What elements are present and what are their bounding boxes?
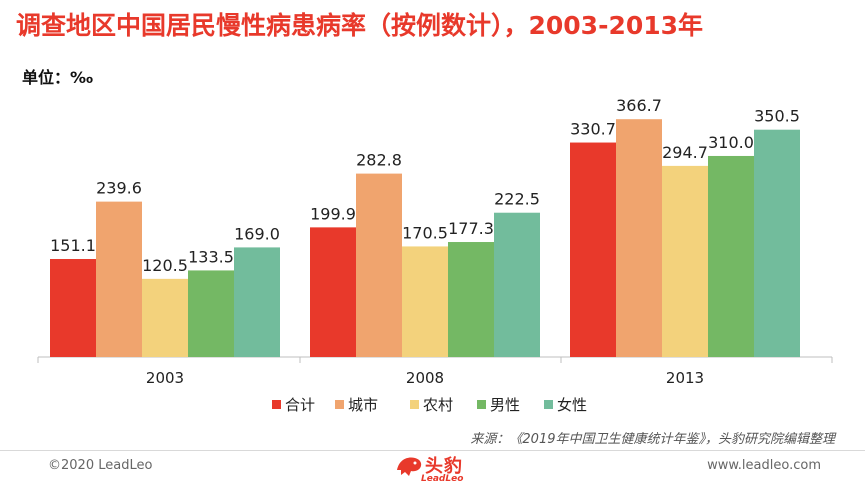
legend-swatch [272, 400, 281, 409]
bar-2008-男性 [448, 242, 494, 357]
x-tick-label: 2013 [666, 369, 704, 387]
bar-2008-合计 [310, 227, 356, 357]
page-title: 调查地区中国居民慢性病患病率（按例数计），2003-2013年 [16, 11, 704, 40]
legend-swatch [410, 400, 419, 409]
legend-label: 农村 [423, 396, 453, 414]
bar-2008-女性 [494, 212, 540, 357]
website-link[interactable]: www.leadleo.com [707, 458, 821, 473]
legend-label: 合计 [285, 396, 315, 414]
bar-2003-合计 [50, 259, 96, 357]
legend-label: 女性 [557, 396, 587, 414]
footer-divider [0, 450, 865, 451]
bar-2003-城市 [96, 201, 142, 357]
bar-2013-男性 [708, 155, 754, 357]
data-label: 151.1 [50, 236, 96, 255]
copyright-text: ©2020 LeadLeo [48, 458, 153, 473]
x-tick-label: 2008 [406, 369, 444, 387]
legend-label: 男性 [490, 396, 520, 414]
data-label: 120.5 [142, 256, 188, 275]
legend-swatch [477, 400, 486, 409]
data-label: 222.5 [494, 190, 540, 209]
unit-label: 单位：‰ [22, 68, 94, 87]
data-label: 310.0 [708, 133, 754, 152]
leadleo-logo: 头豹 LeadLeo [395, 452, 475, 486]
data-label: 169.0 [234, 224, 280, 243]
data-label: 177.3 [448, 219, 494, 238]
data-label: 239.6 [96, 179, 142, 198]
data-label: 350.5 [754, 107, 800, 126]
bar-2013-城市 [616, 119, 662, 357]
data-label: 330.7 [570, 120, 616, 139]
leopard-icon [397, 457, 422, 476]
legend-swatch [335, 400, 344, 409]
data-label: 282.8 [356, 151, 402, 170]
bar-2013-女性 [754, 129, 800, 357]
legend-swatch [544, 400, 553, 409]
bar-2013-农村 [662, 165, 708, 357]
logo-subtext: LeadLeo [421, 474, 464, 484]
bar-2003-农村 [142, 278, 188, 357]
data-label: 366.7 [616, 96, 662, 115]
x-tick-label: 2003 [146, 369, 184, 387]
data-label: 294.7 [662, 143, 708, 162]
data-label: 133.5 [188, 247, 234, 266]
bar-2003-女性 [234, 247, 280, 357]
data-label: 199.9 [310, 204, 356, 223]
legend-label: 城市 [348, 396, 378, 414]
bar-2008-城市 [356, 173, 402, 357]
bar-2013-合计 [570, 142, 616, 357]
bar-2008-农村 [402, 246, 448, 357]
data-label: 170.5 [402, 223, 448, 242]
bar-2003-男性 [188, 270, 234, 357]
logo-text: 头豹 [425, 456, 463, 477]
source-note: 来源：《2019年中国卫生健康统计年鉴》，头豹研究院编辑整理 [470, 432, 835, 447]
